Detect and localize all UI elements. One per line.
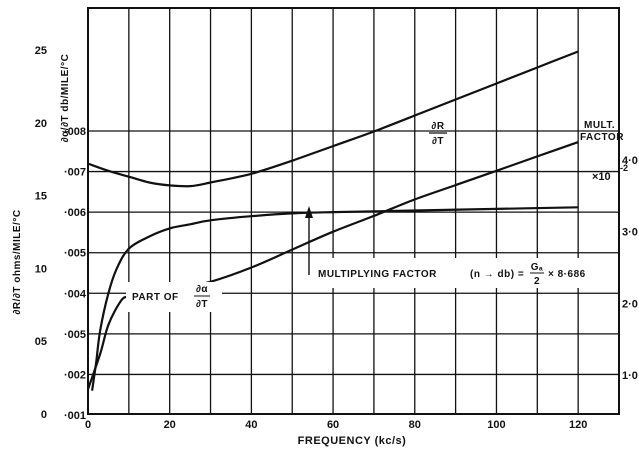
annotation-mult-bg [312, 258, 594, 288]
annotation-mult-formula-num: Gₐ [531, 262, 544, 273]
right-tick-label: 1·0 [622, 370, 638, 382]
left-inner-tick-label: ·001 [64, 410, 86, 422]
x-tick-label: 0 [85, 419, 91, 431]
left-inner-tick-label: ·005 [64, 248, 86, 260]
x-tick-label: 80 [409, 419, 421, 431]
annotation-mult-text: MULTIPLYING FACTOR [318, 269, 437, 280]
annotation-mult-formula-den: 2 [534, 276, 540, 287]
annotation-dr-dt: ∂R ∂T [429, 121, 447, 147]
annotation-dr-dt-num: ∂R [431, 121, 444, 132]
annotation-mult-formula-b: × 8·686 [548, 269, 586, 280]
left-outer-tick-label: 0 [41, 409, 47, 421]
x-tick-label: 100 [487, 419, 505, 431]
right-tick-label: 2·0 [622, 298, 638, 310]
left-axis-title-outer-text: ∂R/∂T ohms/MILE/°C [12, 209, 23, 314]
series-line-dr-dt [87, 50, 579, 188]
left-inner-tick-label: ·002 [64, 369, 86, 381]
left-outer-tick-label: 10 [35, 263, 47, 275]
right-tick-label: 3·0 [622, 227, 638, 239]
series-lines [86, 50, 579, 391]
right-tick-label: 4·0 [622, 155, 638, 167]
left-outer-tick-label: 15 [35, 191, 47, 203]
left-axis-title-outer: ∂R/∂T ohms/MILE/°C [12, 209, 23, 314]
annotation-mult-factor: MULTIPLYING FACTOR (n → db) = Gₐ 2 × 8·6… [305, 206, 594, 288]
left-inner-tick-label: ·004 [64, 288, 87, 300]
left-inner-tick-label: ·006 [64, 207, 86, 219]
x-axis-title: FREQUENCY (kc/s) [298, 435, 407, 447]
annotation-mult-arrowhead [305, 206, 313, 218]
x-tick-label: 60 [327, 419, 339, 431]
grid [88, 8, 619, 414]
left-inner-tick-label: ·008 [64, 126, 86, 138]
annotation-dr-dt-den: ∂T [432, 136, 444, 147]
right-axis-exponent: -2 [620, 163, 628, 173]
left-inner-tick-label: ·007 [64, 167, 86, 179]
series-line-dalpha-dt [91, 206, 579, 391]
left-inner-tick-label: ·005 [64, 329, 86, 341]
annotation-part-num: ∂α [196, 284, 208, 295]
annotation-part-text: PART OF [132, 292, 179, 303]
x-tick-label: 40 [245, 419, 257, 431]
right-axis-multiplier: ×10 [592, 171, 611, 183]
right-axis-title-line2: FACTOR [580, 132, 624, 143]
right-axis-title-line1: MULT. [584, 120, 615, 131]
left-axis-title-inner: ∂α/∂T db/MILE/°C [60, 54, 71, 143]
annotation-mult-formula-a: (n → db) = [470, 269, 524, 280]
plot-frame [87, 7, 620, 415]
series-line-mult-factor [86, 141, 579, 390]
x-tick-label: 20 [164, 419, 176, 431]
left-outer-tick-label: 05 [35, 336, 47, 348]
left-axis-title-inner-text: ∂α/∂T db/MILE/°C [60, 54, 71, 143]
annotation-part-den: ∂T [196, 299, 208, 310]
x-tick-label: 120 [569, 419, 587, 431]
tick-labels: 0 20 40 60 80 100 120 25 20 15 10 05 0 ·008 ·007 ·006 ·0… [35, 45, 638, 431]
left-outer-tick-label: 25 [35, 45, 47, 57]
annotation-part-bg [126, 282, 222, 312]
annotation-part-of: PART OF ∂α ∂T [126, 282, 222, 312]
left-outer-tick-label: 20 [35, 118, 47, 130]
